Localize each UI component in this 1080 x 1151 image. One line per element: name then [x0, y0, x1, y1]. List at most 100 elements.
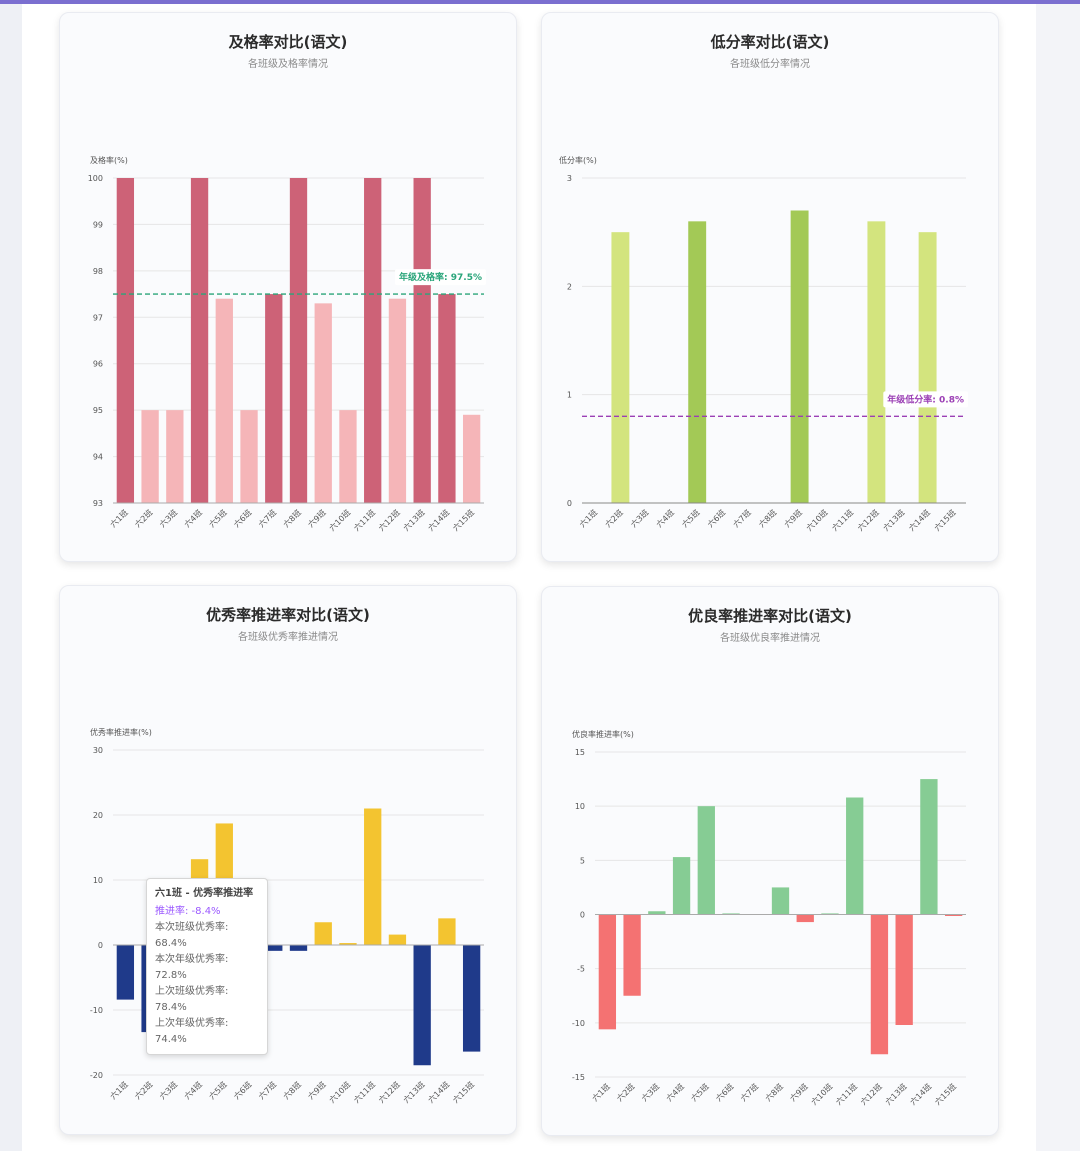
card-title: 低分率对比(语文) [710, 33, 830, 51]
y-tick-label: 10 [575, 802, 585, 811]
bar-六12班 [870, 914, 889, 1055]
y-tick-label: 5 [580, 856, 585, 865]
x-tick-label: 六11班 [830, 507, 856, 533]
tooltip-line: 上次年级优秀率: 74.4% [155, 1018, 229, 1045]
x-tick-label: 六15班 [450, 507, 476, 533]
x-tick-label: 六2班 [133, 507, 155, 529]
bar-六15班 [462, 414, 481, 503]
bar-六9班 [796, 914, 814, 923]
card-title: 优秀率推进率对比(语文) [206, 606, 370, 624]
bar-六14班 [438, 294, 456, 503]
y-tick-label: 94 [93, 453, 103, 462]
x-tick-label: 六10班 [327, 1079, 353, 1105]
x-tick-label: 六12班 [376, 1079, 402, 1105]
x-tick-label: 六2班 [603, 507, 625, 529]
bar-六3班 [166, 410, 184, 503]
bar-六4班 [672, 857, 691, 915]
x-tick-label: 六9班 [306, 1079, 328, 1101]
x-tick-label: 六15班 [932, 1081, 958, 1107]
x-tick-label: 六8班 [281, 1079, 303, 1101]
bar-六7班 [265, 945, 283, 951]
excellent-rate-progress-card: 优秀率推进率对比(语文) 各班级优秀率推进情况 优秀率推进率(%) -20 -10 0… [59, 585, 517, 1135]
tooltip-line: 上次班级优秀率: 78.4% [155, 986, 229, 1013]
bar-六6班 [240, 410, 258, 503]
bar-六13班 [413, 945, 431, 1066]
x-tick-label: 六4班 [654, 507, 676, 529]
x-tick-label: 六12班 [855, 507, 881, 533]
y-tick-label: 93 [93, 499, 103, 508]
bar-六7班 [265, 294, 283, 503]
x-tick-label: 六7班 [731, 507, 753, 529]
x-tick-label: 六7班 [256, 507, 278, 529]
tooltip-title: 六1班 - 优秀率推进率 [155, 888, 254, 899]
card-subtitle: 各班级优良率推进情况 [720, 633, 820, 644]
x-tick-label: 六13班 [401, 1079, 427, 1105]
good-rate-progress-chart[interactable]: 优良率推进率(%) -15 -10 -5 0 5 10 15 六1班 六2班 六3班 六4班 六5班 六6… [542, 587, 1000, 1137]
top-accent-bar [0, 0, 1080, 4]
x-tick-label: 六3班 [157, 507, 179, 529]
x-tick-label: 六15班 [932, 507, 958, 533]
bar-六10班 [339, 410, 357, 503]
excellent-rate-progress-chart[interactable]: 优秀率推进率(%) -20 -10 0 10 20 30 六1班 六2班 六3班 六4班 六5班 六6班… [60, 586, 518, 1136]
reference-label-bg [883, 391, 968, 408]
bar-六13班 [413, 178, 431, 503]
x-tick-label: 六13班 [881, 507, 907, 533]
y-tick-label: -5 [577, 965, 585, 974]
y-tick-label: -15 [572, 1073, 585, 1082]
y-tick-label: -20 [90, 1071, 103, 1080]
x-tick-label: 六3班 [639, 1081, 661, 1103]
y-tick-label: 15 [575, 748, 585, 757]
x-tick-label: 六14班 [426, 507, 452, 533]
x-tick-label: 六7班 [738, 1081, 760, 1103]
x-tick-label: 六14班 [908, 1081, 934, 1107]
y-axis-label: 及格率(%) [90, 155, 128, 165]
bar-六12班 [388, 298, 407, 503]
y-tick-label: 30 [93, 746, 103, 755]
bar-六9班 [790, 210, 809, 503]
x-tick-label: 六5班 [689, 1081, 711, 1103]
tooltip-line: 本次年级优秀率: 72.8% [155, 954, 229, 981]
pass-rate-chart[interactable]: 及格率(%) 93 94 95 96 97 98 99 100 六1班 六2班 六3班 六4班 六5班 六6… [60, 13, 518, 563]
y-axis-label: 优良率推进率(%) [572, 729, 634, 739]
x-tick-label: 六1班 [577, 507, 599, 529]
y-tick-label: 0 [98, 941, 103, 950]
y-tick-label: 97 [93, 313, 103, 322]
x-tick-label: 六3班 [628, 507, 650, 529]
pass-rate-card: 及格率对比(语文) 各班级及格率情况 及格率(%) 93 94 95 96 97 98 99 1… [59, 12, 517, 562]
x-tick-label: 六14班 [426, 1079, 452, 1105]
bar-六12班 [388, 934, 407, 945]
x-tick-label: 六5班 [207, 507, 229, 529]
tooltip-rate: 推进率: -8.4% [155, 906, 221, 917]
x-tick-label: 六8班 [281, 507, 303, 529]
card-title: 及格率对比(语文) [228, 33, 348, 51]
x-tick-label: 六4班 [182, 1079, 204, 1101]
x-tick-label: 六11班 [834, 1081, 860, 1107]
bar-六2班 [623, 914, 641, 996]
x-tick-label: 六9班 [306, 507, 328, 529]
y-tick-label: 10 [93, 876, 103, 885]
bar-六4班 [190, 178, 209, 503]
x-tick-label: 六2班 [615, 1081, 637, 1103]
bar-六14班 [918, 232, 937, 503]
bar-六2班 [611, 232, 630, 503]
x-tick-label: 六9班 [782, 507, 804, 529]
y-tick-label: 95 [93, 406, 103, 415]
x-tick-label: 六8班 [763, 1081, 785, 1103]
bar-六14班 [438, 918, 456, 945]
x-tick-label: 六6班 [231, 1079, 253, 1101]
y-tick-label: 20 [93, 811, 103, 820]
x-tick-label: 六11班 [352, 1079, 378, 1105]
low-score-rate-chart[interactable]: 低分率(%) 0 1 2 3 六1班 六2班 六3班 六4班 六5班 六6班 六7班 六8班 六9班 六10… [542, 13, 1000, 563]
bar-六10班 [339, 943, 357, 945]
card-title: 优良率推进率对比(语文) [688, 607, 852, 625]
x-tick-label: 六4班 [664, 1081, 686, 1103]
bar-六11班 [846, 797, 864, 915]
bar-六11班 [364, 808, 382, 945]
bar-六8班 [289, 945, 308, 951]
low-score-rate-card: 低分率对比(语文) 各班级低分率情况 低分率(%) 0 1 2 3 六1班 六2班 六3班 六4… [541, 12, 999, 562]
bar-六5班 [688, 221, 707, 504]
card-subtitle: 各班级优秀率推进情况 [238, 632, 338, 643]
x-tick-label: 六12班 [858, 1081, 884, 1107]
y-tick-label: 3 [567, 174, 572, 183]
y-tick-label: 100 [88, 174, 103, 183]
